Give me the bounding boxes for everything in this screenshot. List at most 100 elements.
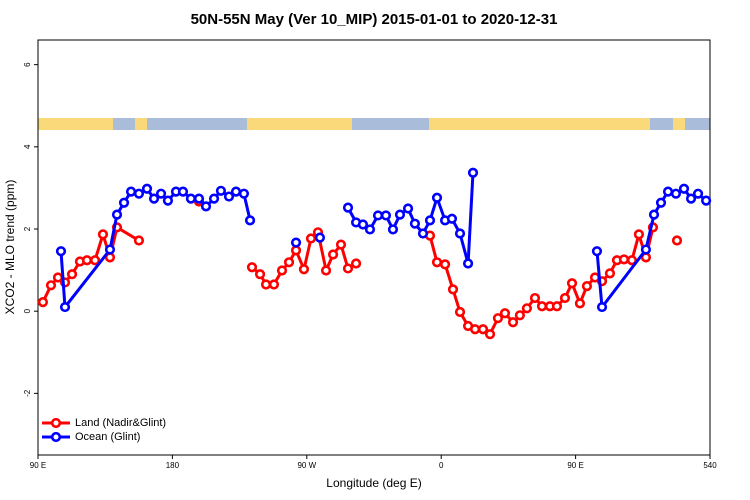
legend-label: Land (Nadir&Glint) [75,417,166,429]
data-point [254,269,266,280]
data-point [357,219,369,230]
data-point [342,202,354,213]
y-tick-label: 2 [23,226,32,231]
data-point [596,301,608,313]
data-point [335,239,347,250]
map-strip [38,118,710,130]
legend-marker [50,417,62,429]
data-point [551,301,563,312]
data-point [701,195,712,206]
data-point [655,197,667,208]
data-point [604,268,616,279]
data-point [111,209,123,220]
data-point [648,209,660,220]
data-point [514,310,525,321]
data-point [342,263,354,274]
data-point [66,269,78,280]
data-point [559,292,571,304]
data-point [670,188,682,199]
data-point [215,185,227,196]
data-point [45,280,57,291]
data-point [81,255,93,266]
data-point [55,246,67,257]
y-axis-label: XCO2 - MLO trend (ppm) [3,180,17,315]
data-point [320,265,332,276]
data-point [499,308,511,319]
data-point [424,215,436,226]
data-point [118,197,130,208]
data-point [678,183,690,194]
data-point [671,235,683,246]
data-point [133,235,145,246]
data-point [462,258,474,269]
data-point [409,218,421,229]
data-point [223,191,235,202]
data-point [431,257,443,268]
data-point [290,237,302,248]
data-point [290,245,302,256]
y-tick-label: -2 [23,389,32,397]
x-tick-label: 540 [703,461,717,470]
data-point [431,192,443,203]
data-point [380,210,392,221]
data-point [305,233,317,244]
x-tick-label: 90 E [30,461,46,470]
x-tick-label: 180 [166,461,180,470]
data-point [581,281,593,292]
data-point [446,213,458,224]
data-point [484,329,496,340]
data-point [492,313,504,324]
data-point [618,254,630,265]
data-point [394,209,406,220]
x-tick-label: 90 W [297,461,316,470]
data-point [148,193,160,204]
data-point [591,246,603,257]
data-point [37,297,49,308]
data-point [268,279,280,290]
legend-marker [50,431,62,443]
data-point [238,188,250,199]
data-point [467,167,479,178]
data-point [477,324,489,335]
legend-label: Ocean (Glint) [75,431,140,443]
data-point [364,224,376,235]
y-tick-label: 6 [23,62,32,67]
data-point [260,279,272,290]
y-tick-label: 0 [23,308,32,313]
data-point [372,210,384,221]
data-point [454,228,466,239]
data-point [283,257,295,268]
data-point [439,259,451,270]
data-point [125,186,137,197]
x-tick-label: 90 E [567,461,583,470]
data-point [640,244,652,255]
data-point [387,224,399,235]
data-point [507,317,519,328]
data-point [350,258,362,269]
data-point [298,264,310,275]
data-point [193,193,205,204]
data-point [566,278,578,289]
x-tick-label: 0 [439,461,444,470]
data-point [574,298,586,309]
data-point [162,195,174,206]
data-point [402,203,414,214]
data-point [417,228,429,239]
data-point [447,284,459,295]
x-axis-label: Longitude (deg E) [326,476,421,490]
data-point [276,265,288,276]
data-point [244,215,256,226]
chart-title: 50N-55N May (Ver 10_MIP) 2015-01-01 to 2… [191,11,558,28]
data-point [246,262,258,273]
data-point [177,186,189,197]
data-point [521,303,533,314]
data-point [314,232,326,243]
y-tick-label: 4 [23,144,32,149]
data-point [185,193,197,204]
data-point [469,324,481,335]
data-point [662,186,674,197]
data-point [59,301,71,313]
data-point [536,301,548,312]
data-point [133,188,145,199]
